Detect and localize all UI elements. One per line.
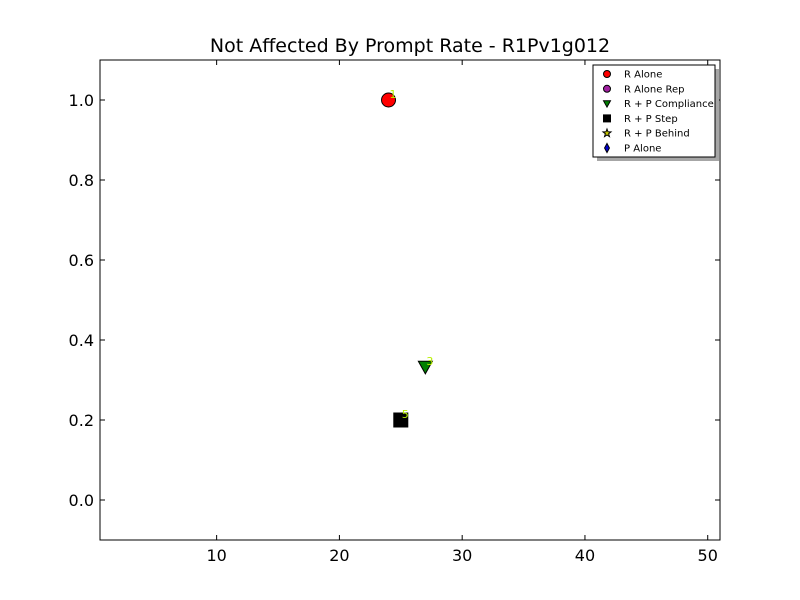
- y-tick-label: 0.0: [69, 491, 94, 510]
- legend-marker: [603, 84, 611, 93]
- chart-title: Not Affected By Prompt Rate - R1Pv1g012: [210, 35, 610, 57]
- data-point: [381, 92, 397, 108]
- legend-label: R Alone: [624, 70, 662, 81]
- legend-marker: [602, 100, 612, 109]
- x-tick-label: 30: [452, 546, 472, 565]
- legend-label: R + P Behind: [624, 129, 690, 140]
- y-tick-label: 0.6: [69, 251, 94, 270]
- legend-label: P Alone: [624, 144, 661, 155]
- legend-marker: [603, 142, 611, 154]
- x-tick-label: 40: [575, 546, 595, 565]
- ticks-layer: 10 20 30 40 50 0.0 0.2 0.4 0.6 0.8 1.0: [69, 60, 720, 565]
- y-tick-label: 0.8: [69, 171, 94, 190]
- points-layer: 1 3 5: [381, 88, 434, 428]
- y-tick-label: 0.2: [69, 411, 94, 430]
- y-tick-label: 0.4: [69, 331, 94, 350]
- x-tick-label: 10: [206, 546, 226, 565]
- legend-label: R + P Step: [624, 114, 678, 125]
- legend-label: R Alone Rep: [624, 84, 685, 95]
- plot-area-frame: [99, 59, 721, 541]
- point-label: 5: [402, 408, 409, 421]
- legend-box: [592, 64, 716, 158]
- data-point: [417, 360, 434, 375]
- x-tick-label: 20: [329, 546, 349, 565]
- legend-marker: [603, 70, 611, 78]
- legend-marker: [601, 127, 613, 138]
- point-label: 1: [390, 88, 397, 101]
- legend-label: R + P Compliance: [624, 99, 714, 110]
- legend: R Alone R Alone Rep R + P Compliance R + P …: [592, 64, 719, 161]
- data-point: [393, 412, 409, 428]
- x-tick-label: 50: [698, 546, 718, 565]
- legend-marker: [603, 114, 611, 123]
- y-tick-label: 1.0: [69, 91, 94, 110]
- point-label: 3: [426, 355, 433, 368]
